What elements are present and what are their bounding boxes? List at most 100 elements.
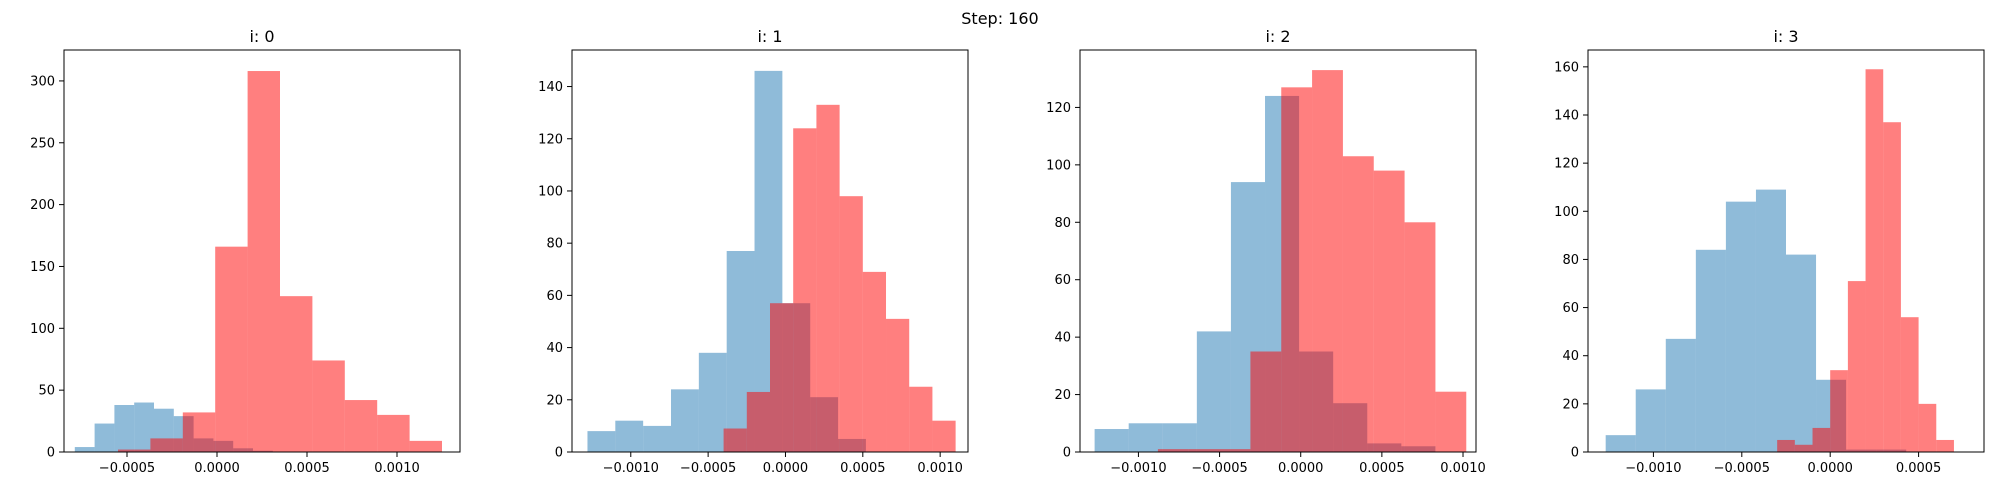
panel-3: −0.0010 −0.0005 0.0000 0.0005 0 20 40 60 80 100 12…	[1554, 27, 1985, 476]
x-tick-label: −0.0005	[1191, 461, 1247, 476]
histogram-bar	[886, 318, 910, 452]
x-tick-label: 0.0010	[374, 461, 420, 476]
x-tick-label: 0.0005	[1896, 461, 1942, 476]
histogram-bar	[932, 420, 956, 452]
histogram-bar	[1665, 338, 1696, 452]
y-tick-label: 120	[1554, 157, 1579, 172]
y-tick-label: 150	[30, 260, 55, 275]
histogram-bar	[1605, 435, 1636, 452]
y-tick-label: 40	[1054, 331, 1071, 346]
histogram-bar	[1695, 249, 1726, 452]
x-tick-label: 0.0005	[840, 461, 886, 476]
axes-frame	[63, 49, 461, 453]
x-tick-label: −0.0005	[99, 461, 155, 476]
y-tick-label: 0	[47, 446, 55, 461]
series-1	[1777, 69, 1954, 452]
histogram-bar	[312, 360, 345, 452]
y-tick-label: 60	[546, 289, 563, 304]
histogram-bar	[114, 405, 135, 452]
x-tick-label: −0.0005	[680, 461, 736, 476]
y-tick-label: 120	[538, 132, 563, 147]
histogram-bar	[816, 104, 840, 452]
y-tick-label: 80	[1054, 216, 1071, 231]
axes-frame	[571, 49, 969, 453]
x-tick-label: −0.0010	[1110, 461, 1166, 476]
histogram-bar	[182, 412, 216, 452]
histogram-bar	[1883, 122, 1901, 452]
y-tick-label: 140	[1554, 108, 1579, 123]
histogram-bar	[615, 420, 644, 452]
histogram-bar	[1830, 370, 1848, 452]
histogram-bar	[1188, 449, 1220, 452]
histogram-bar	[1219, 449, 1251, 452]
histogram-bar	[215, 246, 248, 452]
y-tick-label: 50	[38, 384, 55, 399]
y-tick-label: 120	[1046, 101, 1071, 116]
histogram-bar	[409, 440, 442, 452]
panel-title: i: 0	[249, 27, 274, 46]
panel-1: −0.0010 −0.0005 0.0000 0.0005 0.0010 0 20 40 60 8…	[538, 27, 969, 476]
panel-title: i: 1	[757, 27, 782, 46]
histogram-bar	[839, 196, 863, 452]
y-tick-label: 250	[30, 136, 55, 151]
series-1	[1157, 70, 1467, 453]
y-tick-label: 40	[1562, 349, 1579, 364]
y-tick-label: 20	[546, 393, 563, 408]
panel-title: i: 3	[1773, 27, 1798, 46]
histogram-bar	[1794, 444, 1813, 452]
x-tick-label: 0.0000	[1278, 461, 1324, 476]
histogram-bar	[1936, 439, 1954, 452]
histogram-bar	[150, 438, 183, 452]
histogram-bar	[698, 352, 727, 452]
histogram-bar	[377, 414, 410, 452]
histogram-bar	[723, 428, 747, 452]
panel-title: i: 2	[1265, 27, 1290, 46]
y-tick-label: 60	[1562, 301, 1579, 316]
x-tick-label: 0.0000	[1807, 461, 1853, 476]
y-tick-label: 80	[546, 237, 563, 252]
histogram-bar	[1157, 449, 1189, 452]
y-tick-label: 0	[1571, 446, 1579, 461]
histogram-bar	[1847, 281, 1866, 452]
x-tick-label: 0.0000	[194, 461, 240, 476]
axes-frame	[1079, 49, 1477, 453]
y-tick-label: 300	[30, 74, 55, 89]
panel-2: −0.0010 −0.0005 0.0000 0.0005 0.0010 0 20 40 60 8…	[1046, 27, 1486, 476]
histogram-bar	[247, 71, 280, 452]
series-1	[723, 104, 956, 452]
histogram-bar	[1281, 87, 1313, 452]
histogram-bar	[1635, 389, 1666, 452]
y-tick-label: 60	[1054, 273, 1071, 288]
x-tick-label: −0.0010	[603, 461, 659, 476]
y-tick-label: 100	[1554, 205, 1579, 220]
histogram-bar	[862, 271, 887, 452]
histogram-bar	[1865, 69, 1884, 452]
y-tick-label: 100	[30, 322, 55, 337]
histogram-bar	[1250, 351, 1282, 452]
histogram-bar	[1812, 427, 1831, 452]
histogram-bar	[1435, 391, 1467, 452]
histogram-bar	[587, 431, 616, 452]
histogram-bar	[909, 386, 933, 452]
y-tick-label: 200	[30, 198, 55, 213]
axes-frame	[1587, 49, 1985, 453]
panel-0: −0.0005 0.0000 0.0005 0.0010 0 50 100 150 200 250…	[30, 27, 461, 476]
x-tick-label: −0.0010	[1625, 461, 1681, 476]
x-tick-label: 0.0010	[917, 461, 963, 476]
histogram-bar	[770, 303, 794, 452]
x-tick-label: 0.0005	[284, 461, 330, 476]
series-1	[118, 71, 442, 452]
histogram-bar	[793, 128, 817, 452]
histogram-bar	[118, 449, 151, 452]
y-tick-label: 0	[1063, 446, 1071, 461]
histogram-bar	[643, 425, 671, 452]
histogram-bar	[94, 423, 115, 452]
histogram-bar	[1196, 331, 1231, 452]
y-tick-label: 0	[555, 446, 563, 461]
x-tick-label: −0.0005	[1714, 461, 1770, 476]
histogram-bar	[1342, 156, 1374, 453]
y-tick-label: 20	[1562, 397, 1579, 412]
histogram-bar	[1312, 70, 1343, 452]
histogram-bar	[1373, 170, 1405, 452]
